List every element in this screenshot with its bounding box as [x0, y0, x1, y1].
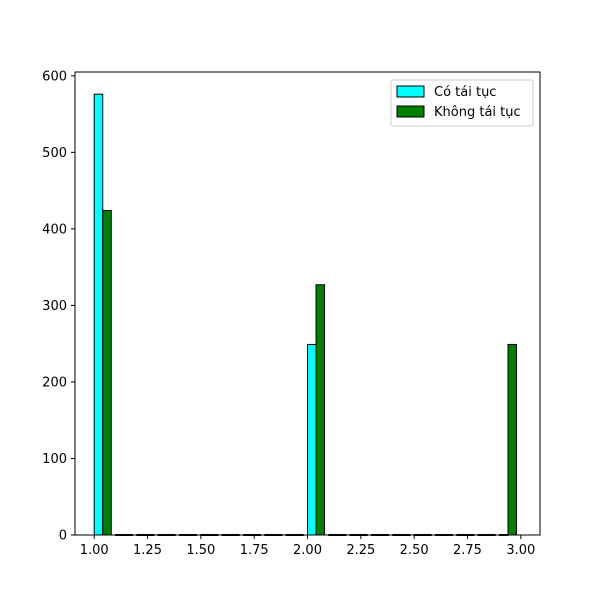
- legend-label-co-tai-tuc: Có tái tục: [434, 85, 496, 100]
- x-tick-label: 1.25: [133, 543, 162, 558]
- legend-swatch-co-tai-tuc: [396, 85, 425, 98]
- x-tick-label: 2.00: [293, 543, 322, 558]
- x-tick-label: 1.50: [186, 543, 215, 558]
- x-tick-label: 1.00: [80, 543, 109, 558]
- x-tick-label: 2.25: [346, 543, 375, 558]
- x-axis: 1.00 1.25 1.50 1.75 2.00 2.25 2.50 2.75 3.00: [80, 535, 535, 558]
- legend-box: [390, 79, 534, 127]
- y-tick-label: 400: [42, 222, 67, 237]
- bar-khong-tai-tuc-bin-19: [507, 343, 518, 536]
- x-tick-label: 1.75: [240, 543, 269, 558]
- y-tick-label: 600: [42, 69, 67, 84]
- x-tick-label: 2.75: [453, 543, 482, 558]
- bar-co-tai-tuc-bin-0: [93, 93, 104, 536]
- legend-swatch-khong-tai-tuc: [396, 105, 425, 118]
- legend-label-khong-tai-tuc: Không tái tục: [434, 105, 521, 120]
- y-tick-label: 500: [42, 146, 67, 161]
- bar-khong-tai-tuc-bin-10: [315, 284, 326, 536]
- bar-co-tai-tuc-bin-10: [307, 343, 317, 536]
- y-tick-label: 200: [42, 375, 67, 390]
- bar-khong-tai-tuc-bin-0: [102, 210, 112, 536]
- bars-layer: [93, 93, 518, 536]
- legend: Có tái tục Không tái tục: [390, 79, 534, 127]
- y-tick-label: 100: [42, 452, 67, 467]
- x-tick-label: 2.50: [400, 543, 429, 558]
- y-tick-label: 0: [59, 529, 67, 544]
- y-tick-label: 300: [42, 299, 67, 314]
- y-axis: 0 100 200 300 400 500 600: [42, 69, 75, 544]
- x-tick-label: 3.00: [506, 543, 535, 558]
